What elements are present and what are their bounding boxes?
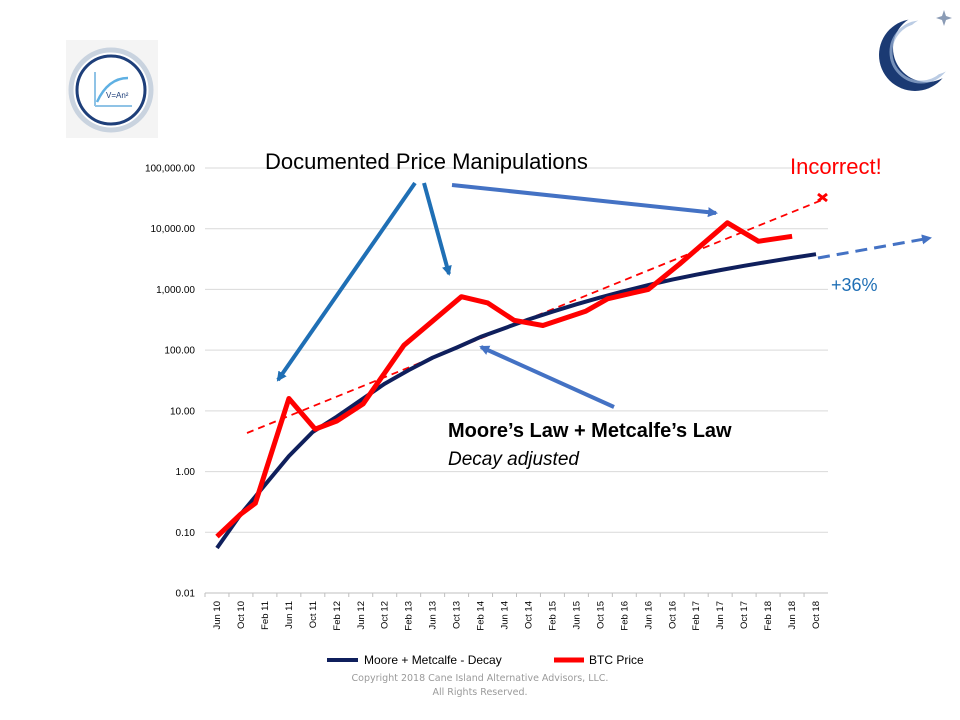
x-tick-label: Oct 13 (452, 601, 463, 629)
x-tick-label: Oct 12 (380, 601, 391, 629)
y-tick-label: 0.01 (176, 589, 196, 600)
legend-label-moore: Moore + Metcalfe - Decay (364, 653, 502, 667)
y-tick-label: 1,000.00 (156, 285, 195, 296)
x-tick-label: Oct 18 (811, 601, 822, 629)
x-tick-label: Feb 18 (763, 601, 774, 631)
x-tick-label: Oct 15 (595, 601, 606, 629)
manipulation-arrow-3 (451, 183, 718, 218)
y-tick-label: 10,000.00 (151, 224, 196, 235)
x-tick-label: Oct 16 (667, 601, 678, 629)
law-arrow (479, 345, 615, 409)
x-tick-label: Feb 17 (691, 601, 702, 631)
y-tick-label: 100.00 (164, 346, 195, 357)
y-tick-label: 1.00 (176, 467, 196, 478)
company-logo (879, 10, 960, 91)
copyright-line: Copyright 2018 Cane Island Alternative A… (351, 673, 609, 684)
legend: Moore + Metcalfe - Decay BTC Price (327, 653, 644, 667)
x-tick-label: Feb 12 (332, 601, 343, 631)
y-axis: 100,000.00 10,000.00 1,000.00 100.00 10.00 1.… (145, 164, 195, 600)
x-tick-label: Oct 14 (523, 601, 534, 629)
copyright-footer: Copyright 2018 Cane Island Alternative A… (330, 672, 630, 700)
x-tick-label: Oct 17 (739, 601, 750, 629)
manipulation-arrow-2 (422, 182, 452, 276)
y-tick-label: 100,000.00 (145, 164, 195, 175)
x-tick-label: Feb 15 (547, 601, 558, 631)
x-tick-label: Jun 10 (212, 601, 223, 630)
law-label: Moore’s Law + Metcalfe’s Law (448, 420, 732, 442)
y-tick-label: 10.00 (170, 406, 195, 417)
x-tick-label: Jun 18 (787, 601, 798, 630)
x-tick-label: Feb 14 (476, 601, 487, 631)
x-tick-label: Feb 11 (260, 601, 271, 630)
x-tick-label: Jun 11 (284, 601, 295, 629)
formula-logo: V=An² (66, 40, 158, 138)
logo-formula-text: V=An² (106, 91, 129, 100)
x-tick-label: Oct 11 (308, 601, 319, 628)
incorrect-x-icon (817, 192, 828, 203)
trend-line (246, 199, 823, 434)
grid (205, 167, 828, 594)
series-line-moore-metcalfe (215, 252, 817, 550)
x-tick-label: Jun 15 (571, 601, 582, 630)
x-tick-label: Jun 17 (715, 601, 726, 630)
manipulation-arrow-1 (276, 181, 417, 382)
y-tick-label: 0.10 (176, 528, 196, 539)
legend-label-btc: BTC Price (589, 653, 644, 667)
x-tick-label: Jun 12 (356, 601, 367, 630)
projection-line (817, 234, 932, 260)
law-sublabel: Decay adjusted (448, 449, 580, 470)
chart-title: Documented Price Manipulations (265, 149, 588, 174)
x-tick-label: Jun 13 (428, 601, 439, 630)
x-tick-label: Jun 16 (643, 601, 654, 630)
series-line-btc-price (215, 220, 793, 539)
x-tick-label: Feb 16 (619, 601, 630, 631)
x-axis: Jun 10 Oct 10 Feb 11 Jun 11 Oct 11 Feb 12 Jun … (204, 593, 822, 631)
x-tick-label: Oct 10 (236, 601, 247, 629)
x-tick-label: Jun 14 (500, 601, 511, 630)
incorrect-label: Incorrect! (790, 154, 882, 179)
x-tick-label: Feb 13 (404, 601, 415, 631)
rights-line: All Rights Reserved. (432, 687, 528, 698)
projection-label: +36% (831, 275, 878, 295)
